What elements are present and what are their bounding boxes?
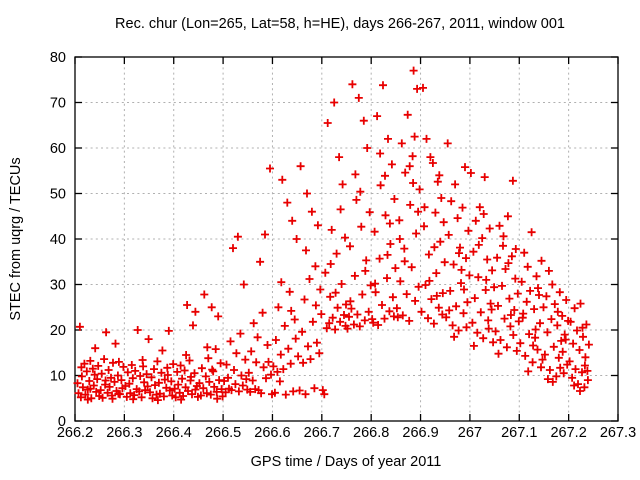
y-tick-label: 10 <box>50 369 66 385</box>
chart-title: Rec. chur (Lon=265, Lat=58, h=HE), days … <box>115 16 565 32</box>
x-tick-label: 266.9 <box>402 425 438 441</box>
x-tick-label: 267.3 <box>600 425 636 441</box>
y-tick-label: 50 <box>50 187 66 203</box>
x-tick-label: 266.8 <box>353 425 389 441</box>
x-tick-label: 266.4 <box>156 425 192 441</box>
x-tick-label: 266.6 <box>254 425 290 441</box>
y-tick-label: 80 <box>50 50 66 66</box>
data-points <box>73 66 593 405</box>
x-tick-label: 267.1 <box>501 425 537 441</box>
y-tick-label: 60 <box>50 141 66 157</box>
x-tick-label: 267 <box>458 425 482 441</box>
y-tick-label: 0 <box>58 414 66 430</box>
x-tick-label: 266.3 <box>106 425 142 441</box>
grid-layer <box>75 57 618 421</box>
y-tick-label: 30 <box>50 278 66 294</box>
y-tick-label: 70 <box>50 96 66 112</box>
x-tick-label: 267.2 <box>550 425 586 441</box>
y-tick-label: 20 <box>50 323 66 339</box>
y-tick-label: 40 <box>50 232 66 248</box>
x-tick-label: 266.5 <box>205 425 241 441</box>
x-tick-label: 266.2 <box>57 425 93 441</box>
y-axis-label: STEC from uqrg / TECUs <box>8 157 24 320</box>
x-axis-label: GPS time / Days of year 2011 <box>251 454 442 470</box>
tick-layer: 266.2 266.3 266.4 266.5 266.6 266.7 266.8 266.9… <box>50 50 636 441</box>
data-layer <box>73 66 593 405</box>
x-tick-label: 266.7 <box>304 425 340 441</box>
plot-border <box>74 56 619 422</box>
